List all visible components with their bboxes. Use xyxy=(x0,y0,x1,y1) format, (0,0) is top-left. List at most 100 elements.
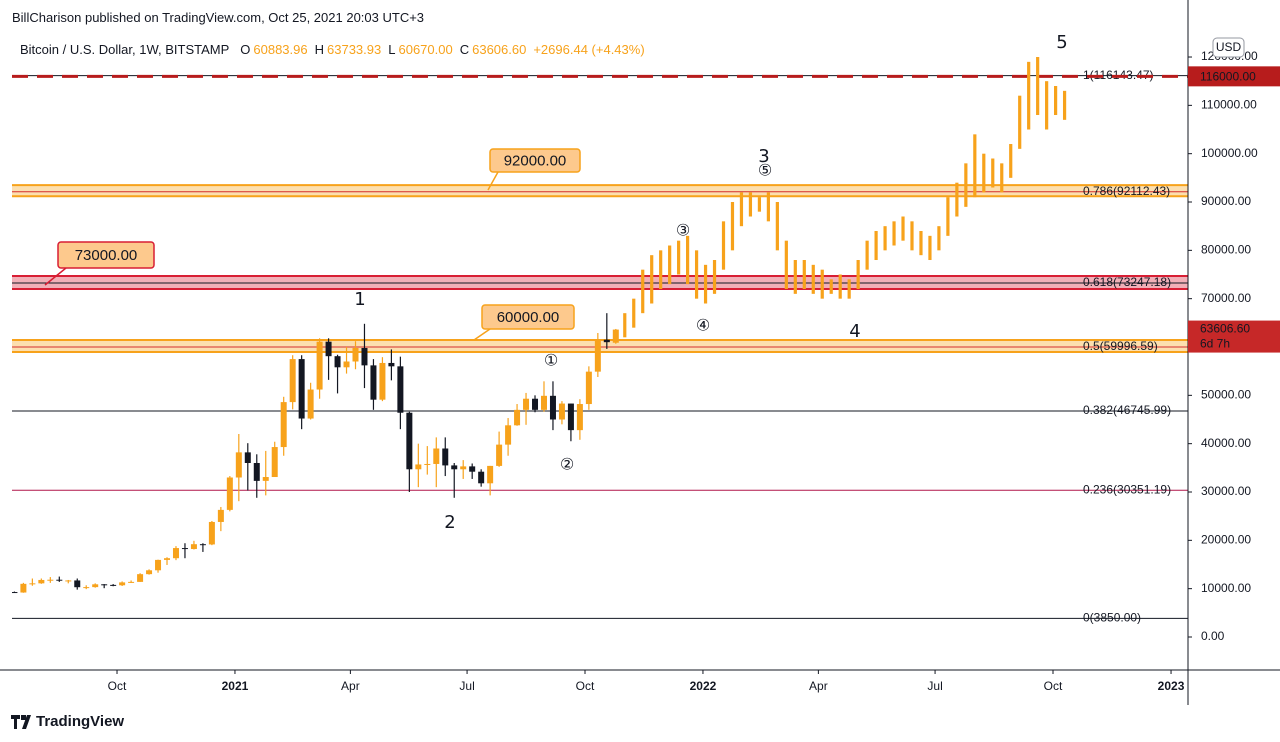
candle-body xyxy=(379,362,386,400)
projection-bar xyxy=(784,240,788,290)
callout-label: 73000.00 xyxy=(75,247,138,264)
candle-body xyxy=(235,452,242,478)
ohlc-value: 63733.93 xyxy=(327,42,382,57)
candle-body xyxy=(20,583,27,593)
x-tick-label: Jul xyxy=(927,679,942,693)
x-tick-label: Jul xyxy=(459,679,474,693)
candle-body xyxy=(505,425,512,445)
callout-pointer xyxy=(487,171,499,191)
candle-body xyxy=(253,462,260,481)
ohlc-value: 63606.60 xyxy=(472,42,527,57)
wave-label: ③ xyxy=(676,221,690,240)
projection-bar xyxy=(739,192,744,227)
projection-bar xyxy=(1000,163,1004,193)
candle-body xyxy=(558,403,565,420)
candle-body xyxy=(280,402,287,448)
fib-label: 0.236(30351.19) xyxy=(1083,482,1171,496)
projection-bar xyxy=(937,226,941,251)
candle-body xyxy=(370,365,377,400)
callout-pointer xyxy=(473,328,491,341)
projection-bar xyxy=(919,231,923,256)
candle-body xyxy=(496,444,503,466)
candle-body xyxy=(29,583,36,585)
candle-body xyxy=(190,544,197,550)
ohlc-key: C xyxy=(459,42,470,57)
candle-body xyxy=(92,584,99,588)
projection-bar xyxy=(668,245,672,285)
candle-body xyxy=(549,395,556,420)
ohlc-value: 60883.96 xyxy=(253,42,308,57)
change: +2696.44 (+4.43%) xyxy=(533,42,645,57)
projection-bar xyxy=(757,197,762,212)
candle-body xyxy=(164,558,171,560)
projection-bar xyxy=(694,250,699,299)
candle-body xyxy=(442,448,449,466)
wave-label: 1 xyxy=(354,289,365,310)
candle-body xyxy=(244,452,251,463)
projection-bar xyxy=(1054,86,1058,116)
projection-bar xyxy=(928,235,932,261)
projection-bar xyxy=(659,250,663,290)
projection-bar xyxy=(650,255,654,304)
projection-bar xyxy=(856,260,860,290)
currency: USD xyxy=(1216,40,1242,54)
candle-body xyxy=(262,477,269,481)
candle-body xyxy=(172,548,179,559)
candle-body xyxy=(208,521,215,545)
y-tick-label: 80000.00 xyxy=(1201,243,1251,257)
projection-bar xyxy=(641,269,645,314)
projection-bar xyxy=(775,202,779,251)
x-tick-label: Oct xyxy=(108,679,127,693)
x-tick-label: 2023 xyxy=(1158,679,1185,693)
candle-body xyxy=(594,339,601,372)
callout-pointer xyxy=(44,267,67,286)
legend: Bitcoin / U.S. Dollar, 1W, BITSTAMP O 608… xyxy=(20,42,649,57)
projection-bar xyxy=(955,182,959,217)
ohlc-value: 60670.00 xyxy=(398,42,453,57)
fib-label: 0.382(46745.99) xyxy=(1083,403,1171,417)
projection-bar xyxy=(964,163,968,207)
candle-body xyxy=(567,403,574,431)
candle-body xyxy=(307,389,314,419)
candle-body xyxy=(74,580,81,588)
y-tick-label: 10000.00 xyxy=(1201,581,1251,595)
x-tick-label: Oct xyxy=(576,679,595,693)
fib-label: 0.786(92112.43) xyxy=(1083,184,1170,198)
candle-body xyxy=(397,366,404,413)
y-tick-label: 100000.00 xyxy=(1201,146,1258,160)
projection-bar xyxy=(847,279,851,299)
candle-body xyxy=(603,339,610,343)
projection-bar xyxy=(811,264,815,294)
countdown: 6d 7h xyxy=(1200,337,1230,351)
brand: TradingView xyxy=(36,713,125,730)
price-axis-box xyxy=(1188,320,1280,353)
projection-bar xyxy=(1018,95,1022,149)
candle-body xyxy=(433,448,440,464)
y-tick-label: 0.00 xyxy=(1201,629,1225,643)
y-tick-label: 90000.00 xyxy=(1201,194,1251,208)
wave-label: 5 xyxy=(1056,32,1067,53)
projection-bar xyxy=(1045,81,1049,130)
candle-body xyxy=(56,579,63,581)
candle-body xyxy=(38,579,45,584)
y-tick-label: 50000.00 xyxy=(1201,388,1251,402)
wave-label: 2 xyxy=(444,512,455,533)
projection-bar xyxy=(973,134,977,198)
wave-label: 4 xyxy=(849,321,860,342)
candle-body xyxy=(585,371,592,405)
projection-bar xyxy=(703,264,708,304)
candle-body xyxy=(540,395,547,410)
candle-body xyxy=(406,412,413,470)
candle-body xyxy=(478,471,485,484)
candle-body xyxy=(361,347,368,366)
projection-bar xyxy=(910,221,914,251)
candle-body xyxy=(532,398,539,410)
projection-bar xyxy=(632,298,636,328)
candle-body xyxy=(325,341,332,357)
candle-body xyxy=(334,356,341,368)
projection-bar xyxy=(1009,144,1013,178)
candle-body xyxy=(424,463,431,465)
candle-body xyxy=(119,582,126,586)
